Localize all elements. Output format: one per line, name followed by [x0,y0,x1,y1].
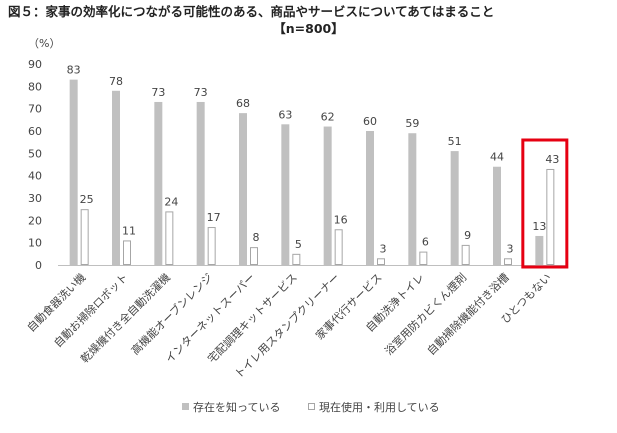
data-label-known: 60 [363,115,377,128]
bar-known [366,131,374,265]
bar-known [154,101,163,265]
bar-known [535,235,544,265]
data-label-using: 24 [164,195,178,208]
bar-using [377,258,385,265]
data-label-known: 44 [490,151,504,164]
bar-using [207,227,216,266]
bar-known [281,124,290,265]
data-label-known: 62 [321,111,335,124]
category-label: 自動掃除機能付き浴槽 [424,270,512,358]
bar-using [334,229,343,265]
highlight-frame [521,138,569,269]
bar-known [408,133,417,265]
legend-swatch-using [308,403,315,410]
data-label-using: 16 [334,213,348,226]
bar-known [69,79,78,265]
data-label-known: 78 [109,75,123,88]
y-tick-label: 0 [35,259,42,272]
bar-known [323,126,332,266]
bar-using [80,209,89,266]
data-label-using: 43 [545,153,559,166]
bar-using [165,211,174,265]
y-tick-label: 60 [28,125,42,138]
legend-label-known: 存在を知っている [193,400,280,414]
data-label-using: 17 [207,211,221,224]
legend-label-using: 現在使用・利用している [319,401,440,414]
data-label-using: 5 [295,238,302,251]
y-tick-label: 30 [28,192,42,205]
bar-using [123,240,131,265]
data-label-known: 68 [236,97,250,110]
bar-using [461,244,470,265]
category-label: 自動お掃除ロボット [51,270,131,350]
y-axis: （%） 0 10 20 30 40 50 60 70 80 90 [28,37,566,272]
bars-group: 83 25 78 11 73 24 73 17 68 8 63 5 62 16 60 3 59 6 51 9 44 3 13… [67,64,559,266]
legend-swatch-known [182,403,189,410]
highlight-group [521,138,569,269]
y-tick-label: 80 [28,80,42,93]
data-label-known: 73 [194,86,208,99]
bar-known [493,166,501,265]
data-label-using: 3 [380,242,387,255]
chart-title: 図５：家事の効率化につながる可能性のある、商品やサービスについてあてはまること [8,4,495,19]
bar-using [250,247,258,265]
y-axis-unit-label: （%） [28,37,60,50]
data-label-using: 25 [80,193,94,206]
data-label-using: 9 [464,229,471,242]
data-label-using: 11 [122,224,136,237]
data-label-known: 73 [151,86,165,99]
data-label-known: 83 [67,64,81,77]
category-label: 高機能オーブンレンジ [128,270,215,357]
bar-using [292,253,301,265]
data-label-known: 63 [278,108,292,121]
category-labels: 自動食器洗い機自動お掃除ロボット乾燥機付き全自動洗濯機高機能オーブンレンジインタ… [24,270,554,381]
y-tick-label: 90 [28,58,42,71]
bar-known [112,90,120,265]
bar-known [239,113,247,265]
y-tick-label: 70 [28,103,42,116]
data-label-known: 59 [405,117,419,130]
chart-subtitle: 【n=800】 [273,21,344,36]
y-tick-label: 40 [28,170,42,183]
y-tick-label: 20 [28,214,42,227]
y-tick-label: 10 [28,237,42,250]
data-label-using: 3 [507,242,514,255]
data-label-using: 8 [253,231,260,244]
bar-using [419,251,428,266]
data-label-using: 6 [422,236,429,249]
y-tick-label: 50 [28,147,42,160]
category-label: 浴室用防カビくん煙剤 [382,270,470,358]
bar-using [504,258,512,265]
bar-using [546,168,555,265]
bar-known [450,151,459,265]
legend: 存在を知っている 現在使用・利用している [182,400,440,414]
data-label-known: 51 [448,135,462,148]
data-label-known: 13 [532,220,546,233]
bar-known [196,101,205,265]
